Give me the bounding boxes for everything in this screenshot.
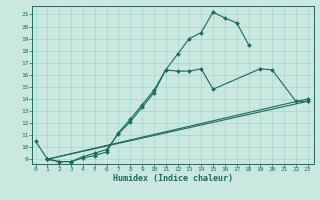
X-axis label: Humidex (Indice chaleur): Humidex (Indice chaleur)	[113, 174, 233, 183]
